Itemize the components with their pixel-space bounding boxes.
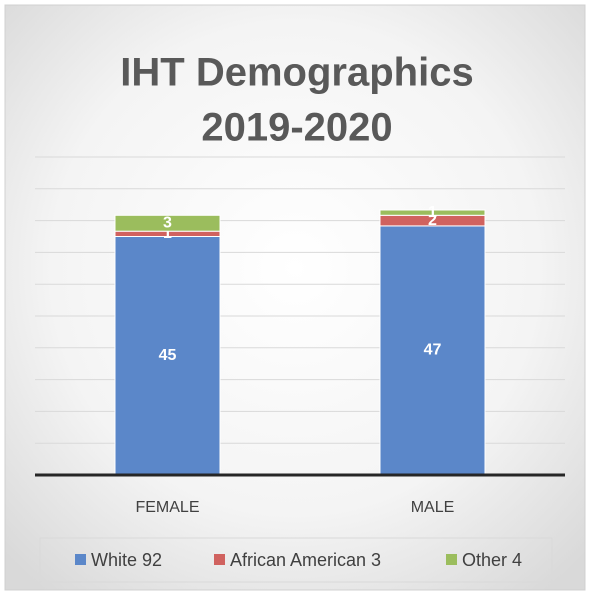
data-label: 1	[163, 225, 172, 242]
legend-label: White 92	[91, 550, 162, 570]
legend-label: Other 4	[462, 550, 522, 570]
chart-title: IHT Demographics	[120, 51, 473, 95]
data-label: 2	[428, 212, 437, 229]
data-label: 3	[163, 214, 172, 231]
data-label: 1	[428, 204, 437, 221]
x-tick-label: FEMALE	[135, 499, 199, 516]
bar-segment	[114, 214, 221, 232]
legend-box	[39, 537, 553, 583]
legend-swatch	[214, 554, 225, 565]
bar-segment	[379, 209, 486, 216]
data-label: 45	[159, 347, 177, 364]
x-tick-label: MALE	[411, 499, 455, 516]
bar-segment	[114, 236, 221, 476]
chart-subtitle: 2019-2020	[201, 106, 392, 150]
data-label: 47	[424, 342, 442, 359]
legend-swatch	[446, 554, 457, 565]
bar-segment	[379, 225, 486, 476]
legend-swatch	[75, 554, 86, 565]
legend-label: African American 3	[230, 550, 381, 570]
chart-background	[4, 4, 586, 591]
